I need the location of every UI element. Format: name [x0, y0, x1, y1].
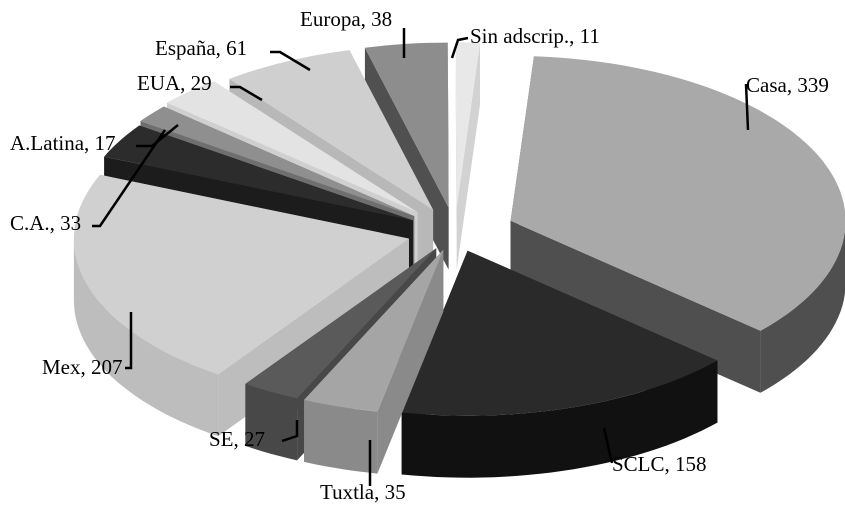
slice-top: [229, 50, 434, 210]
label-casa: Casa, 339: [746, 73, 829, 97]
slice-top: [73, 174, 409, 375]
leader-line-se: [281, 420, 299, 443]
label-se: SE, 27: [209, 427, 265, 451]
slice-end-face: [510, 220, 761, 393]
label-alatina: A.Latina, 17: [10, 131, 116, 155]
label-espana: España, 61: [155, 36, 247, 60]
label-sin-adscrip: Sin adscrip., 11: [470, 24, 600, 48]
pie-slices: [73, 42, 845, 478]
leader-line-sin-adscrip: [450, 36, 469, 59]
slice-top: [364, 42, 449, 208]
slice-top: [245, 248, 437, 399]
label-eua: EUA, 29: [137, 71, 212, 95]
slice-top: [304, 249, 444, 412]
slice-tuxtla: [304, 249, 444, 474]
slice-casa: [510, 56, 845, 393]
leader-line-c-a: [92, 129, 167, 228]
slice-rim: [73, 238, 219, 437]
slice-top: [104, 125, 413, 221]
label-ca: C.A., 33: [10, 211, 81, 235]
label-europa: Europa, 38: [300, 7, 392, 31]
slice-top: [167, 81, 418, 213]
slice-top: [510, 56, 845, 331]
slice-top: [455, 42, 480, 208]
slice-rim: [304, 399, 378, 474]
leader-line-casa: [744, 83, 750, 131]
label-mex: Mex, 207: [42, 355, 123, 379]
leader-line-sclc: [602, 427, 614, 464]
leader-line-a-latina: [136, 124, 179, 148]
slice-end-face: [456, 42, 480, 270]
leader-line-espana: [270, 50, 311, 72]
slice-top: [401, 250, 718, 416]
label-leader-lines: [92, 28, 750, 486]
slice-rim: [760, 230, 845, 393]
leader-line-eua: [230, 85, 263, 102]
slice-start-face: [377, 249, 444, 474]
slice-rim: [401, 360, 718, 478]
slice-labels: Casa, 339 SCLC, 158 Tuxtla, 35 SE, 27 Me…: [10, 7, 829, 504]
slice-top: [140, 106, 415, 217]
label-sclc: SCLC, 158: [612, 452, 707, 476]
leader-line-mex: [125, 312, 133, 370]
slice-start-face: [455, 42, 457, 270]
slice-sin-adscrip: [455, 42, 480, 270]
slice-sclc: [401, 250, 718, 478]
label-tuxtla: Tuxtla, 35: [320, 480, 406, 504]
